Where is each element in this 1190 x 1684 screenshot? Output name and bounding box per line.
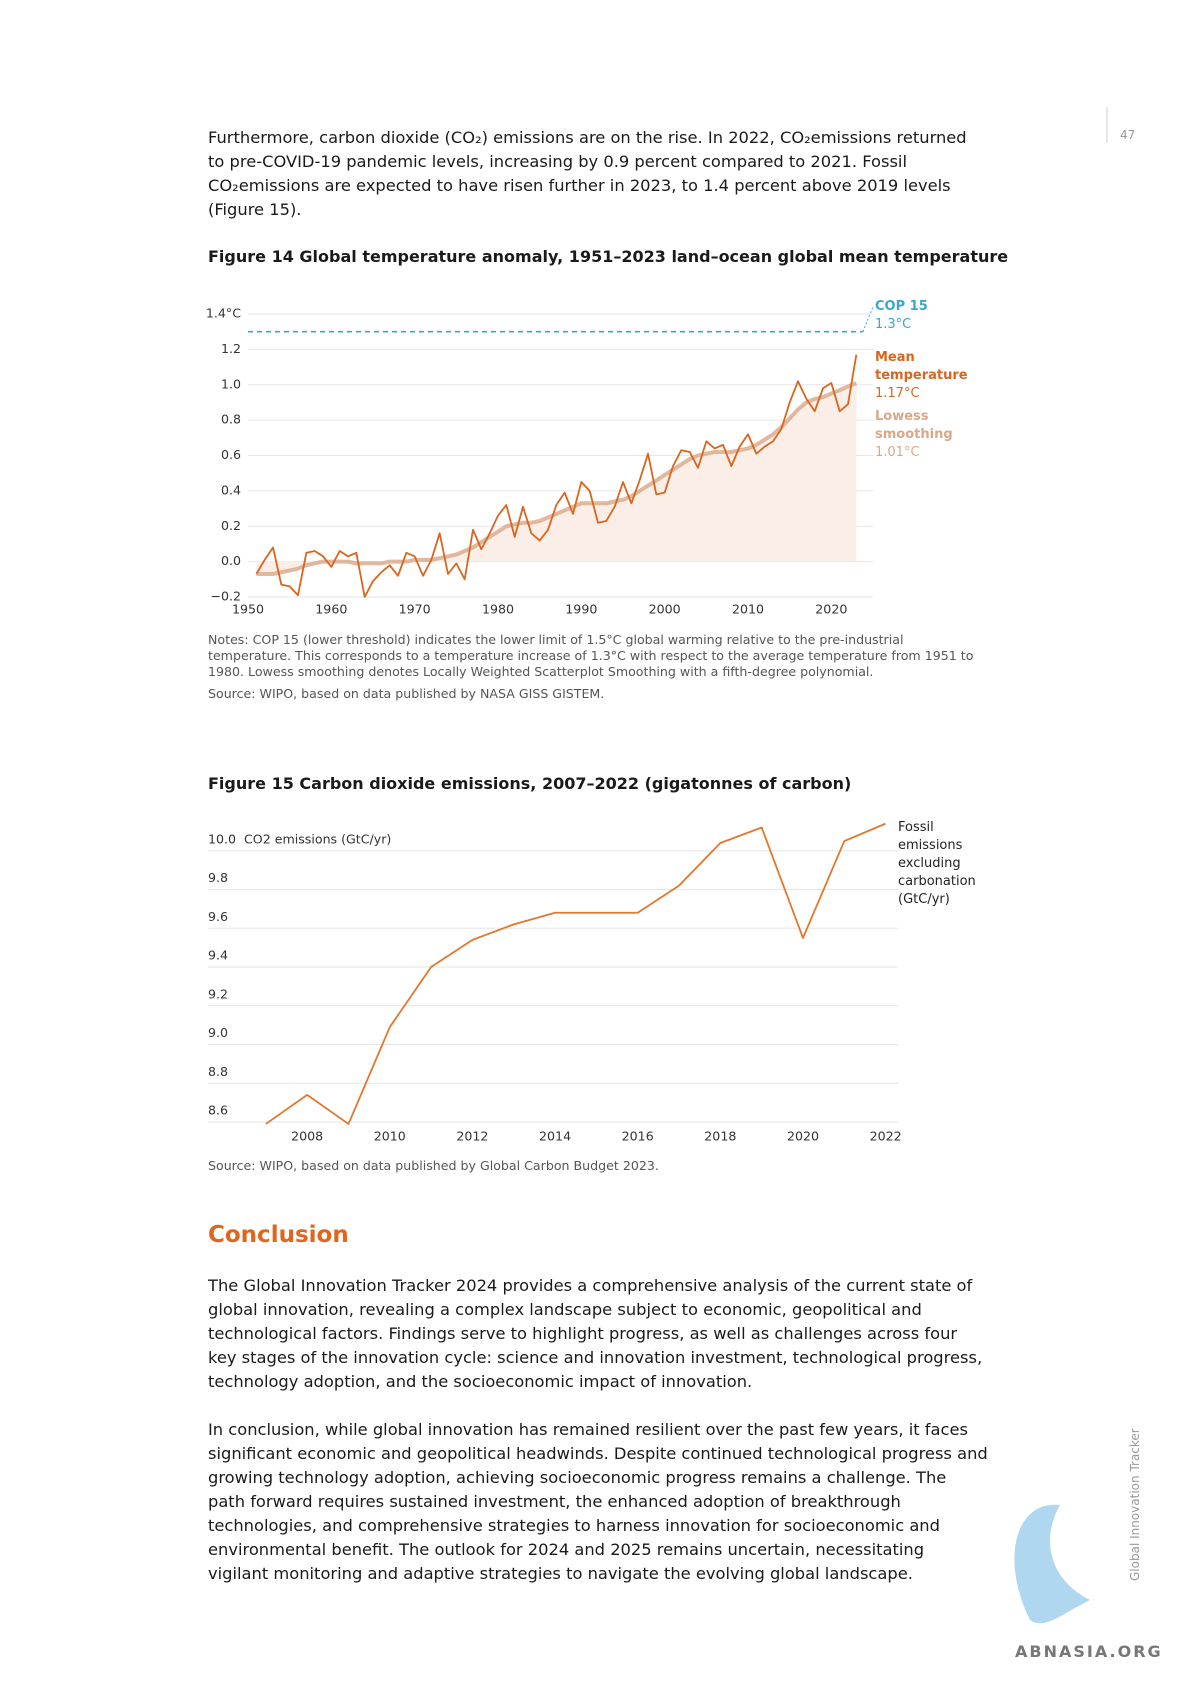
series-end-label: 1.17°C — [875, 386, 920, 401]
y-tick-label: 9.6 — [208, 909, 228, 924]
x-tick-label: 1950 — [232, 602, 264, 617]
y-tick-label: 8.8 — [208, 1064, 228, 1079]
y-tick-label: 1.4°C — [206, 306, 241, 321]
series-end-label: 1.01°C — [875, 445, 920, 460]
y-tick-label: 9.8 — [208, 870, 228, 885]
x-tick-label: 2022 — [870, 1129, 902, 1144]
x-tick-label: 2020 — [815, 602, 847, 617]
y-tick-label: 9.2 — [208, 986, 228, 1001]
x-tick-label: 1970 — [399, 602, 431, 617]
area — [256, 382, 857, 575]
series-name: Mean temperature — [875, 350, 968, 383]
y-tick-label: 9.0 — [208, 1025, 228, 1040]
x-tick-label: 2018 — [704, 1129, 736, 1144]
logo — [1014, 1504, 1090, 1624]
y-tick-label: 0.4 — [221, 482, 241, 497]
figure-14: −0.2 0.2 0.0 0.4 0.6 0.8 1.0 1.2 1.4°C 1950 1960 19… — [206, 306, 874, 617]
x-tick-label: 2016 — [622, 1129, 654, 1144]
page-number: 47 — [1120, 128, 1136, 142]
figure-source: Source: WIPO, based on data published by… — [208, 686, 605, 701]
legend-entry: Fossil emissions excluding carbonation (… — [898, 820, 976, 907]
x-tick-label: 1980 — [482, 602, 514, 617]
y-tick-label: 0.6 — [221, 447, 241, 462]
reference-label: 1.3°C — [875, 317, 912, 332]
figure-title: Figure 15 Carbon dioxide emissions, 2007… — [208, 774, 852, 793]
x-tick-label: 1960 — [315, 602, 347, 617]
figure-15: 8.6 8.8 9.0 9.2 9.4 9.6 9.8 10.0 CO2 emissions (… — [208, 822, 902, 1144]
x-tick-label: 2010 — [732, 602, 764, 617]
figure-notes: Notes: COP 15 (lower threshold) indicate… — [208, 632, 974, 679]
y-tick-label: 0.0 — [221, 553, 241, 568]
section-heading: Conclusion — [208, 1222, 349, 1248]
figure-title: Figure 14 Global temperature anomaly, 19… — [208, 247, 1009, 266]
connector — [862, 306, 874, 332]
reference-name: COP 15 — [875, 299, 928, 314]
x-tick-label: 2020 — [787, 1129, 819, 1144]
y-tick-label: 0.8 — [221, 412, 241, 427]
watermark: ABNASIA.ORG — [1015, 1642, 1163, 1661]
x-tick-label: 2000 — [649, 602, 681, 617]
x-tick-label: 2008 — [291, 1129, 323, 1144]
series-name: Lowess smoothing — [875, 409, 953, 442]
line — [255, 354, 858, 598]
x-tick-label: 2014 — [539, 1129, 571, 1144]
x-tick-label: 2010 — [374, 1129, 406, 1144]
y-tick-label: 1.2 — [221, 341, 241, 356]
y-tick-label: 10.0 — [208, 831, 236, 846]
y-tick-label: 0.2 — [221, 518, 241, 533]
line — [256, 381, 858, 577]
y-tick-label: 1.0 — [221, 376, 241, 391]
y-tick-label: −0.2 — [210, 589, 241, 604]
figure-source: Source: WIPO, based on data published by… — [208, 1158, 659, 1173]
paragraph: The Global Innovation Tracker 2024 provi… — [208, 1276, 983, 1391]
y-tick-label: 8.6 — [208, 1103, 228, 1118]
x-tick-label: 2012 — [456, 1129, 488, 1144]
paragraph: In conclusion, while global innovation h… — [208, 1420, 988, 1583]
y-axis-label: CO2 emissions (GtC/yr) — [244, 831, 391, 846]
intro-paragraph: Furthermore, carbon dioxide (CO₂) emissi… — [208, 128, 967, 219]
line — [265, 822, 886, 1125]
sidebar-label: Global Innovation Tracker — [1128, 1428, 1142, 1581]
y-tick-label: 9.4 — [208, 948, 228, 963]
x-tick-label: 1990 — [565, 602, 597, 617]
